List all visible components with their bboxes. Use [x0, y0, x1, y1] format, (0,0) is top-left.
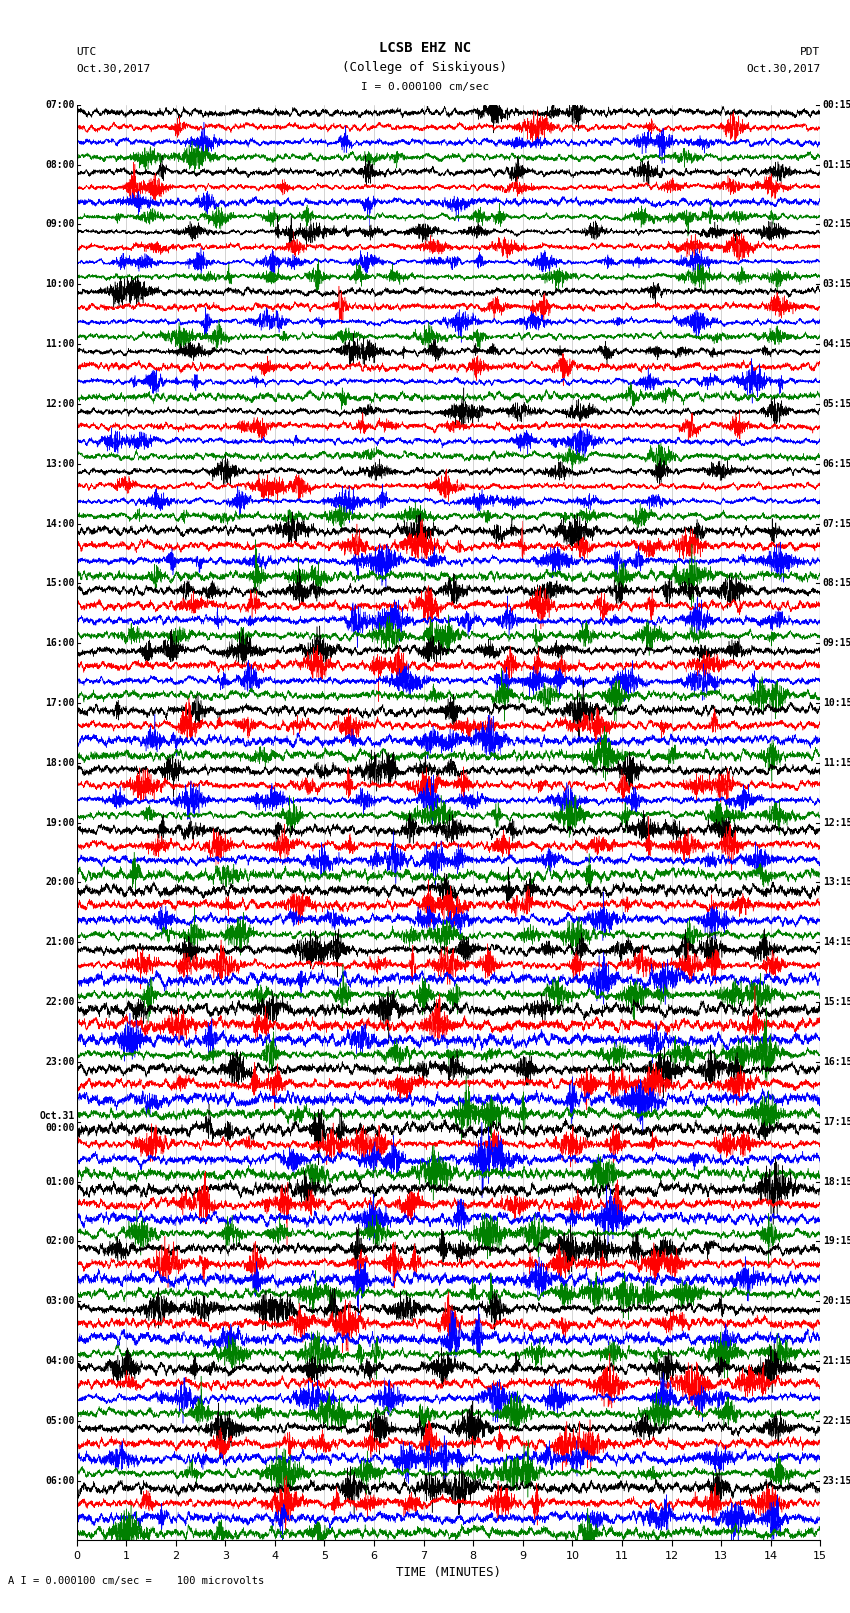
Text: 11:15: 11:15: [823, 758, 850, 768]
Text: 13:00: 13:00: [45, 458, 75, 469]
Text: 23:15: 23:15: [823, 1476, 850, 1486]
Text: 02:00: 02:00: [45, 1236, 75, 1247]
Text: 23:00: 23:00: [45, 1057, 75, 1066]
Text: 05:15: 05:15: [823, 398, 850, 410]
Text: 03:00: 03:00: [45, 1297, 75, 1307]
Text: 04:00: 04:00: [45, 1357, 75, 1366]
Text: 16:15: 16:15: [823, 1057, 850, 1066]
Text: Oct.30,2017: Oct.30,2017: [746, 65, 820, 74]
Text: LCSB EHZ NC: LCSB EHZ NC: [379, 42, 471, 55]
Text: 06:00: 06:00: [45, 1476, 75, 1486]
Text: 19:00: 19:00: [45, 818, 75, 827]
Text: 17:15: 17:15: [823, 1116, 850, 1127]
Text: 08:15: 08:15: [823, 579, 850, 589]
Text: 15:15: 15:15: [823, 997, 850, 1007]
X-axis label: TIME (MINUTES): TIME (MINUTES): [396, 1566, 501, 1579]
Text: 20:15: 20:15: [823, 1297, 850, 1307]
Text: 08:00: 08:00: [45, 160, 75, 169]
Text: A I = 0.000100 cm/sec =    100 microvolts: A I = 0.000100 cm/sec = 100 microvolts: [8, 1576, 264, 1586]
Text: 18:00: 18:00: [45, 758, 75, 768]
Text: 15:00: 15:00: [45, 579, 75, 589]
Text: 22:00: 22:00: [45, 997, 75, 1007]
Text: 02:15: 02:15: [823, 219, 850, 229]
Text: 12:00: 12:00: [45, 398, 75, 410]
Text: 13:15: 13:15: [823, 877, 850, 887]
Text: PDT: PDT: [800, 47, 820, 56]
Text: 22:15: 22:15: [823, 1416, 850, 1426]
Text: 17:00: 17:00: [45, 698, 75, 708]
Text: 04:15: 04:15: [823, 339, 850, 348]
Text: Oct.30,2017: Oct.30,2017: [76, 65, 150, 74]
Text: UTC: UTC: [76, 47, 97, 56]
Text: 12:15: 12:15: [823, 818, 850, 827]
Text: 18:15: 18:15: [823, 1176, 850, 1187]
Text: 07:15: 07:15: [823, 518, 850, 529]
Text: 01:00: 01:00: [45, 1176, 75, 1187]
Text: (College of Siskiyous): (College of Siskiyous): [343, 61, 507, 74]
Text: 07:00: 07:00: [45, 100, 75, 110]
Text: 10:15: 10:15: [823, 698, 850, 708]
Text: 10:00: 10:00: [45, 279, 75, 289]
Text: 14:15: 14:15: [823, 937, 850, 947]
Text: 03:15: 03:15: [823, 279, 850, 289]
Text: I = 0.000100 cm/sec: I = 0.000100 cm/sec: [361, 82, 489, 92]
Text: 09:00: 09:00: [45, 219, 75, 229]
Text: 16:00: 16:00: [45, 639, 75, 648]
Text: 01:15: 01:15: [823, 160, 850, 169]
Text: 00:15: 00:15: [823, 100, 850, 110]
Text: 11:00: 11:00: [45, 339, 75, 348]
Text: 09:15: 09:15: [823, 639, 850, 648]
Text: 19:15: 19:15: [823, 1236, 850, 1247]
Text: 20:00: 20:00: [45, 877, 75, 887]
Text: 06:15: 06:15: [823, 458, 850, 469]
Text: Oct.31
00:00: Oct.31 00:00: [40, 1111, 75, 1132]
Text: 21:00: 21:00: [45, 937, 75, 947]
Text: 21:15: 21:15: [823, 1357, 850, 1366]
Text: 05:00: 05:00: [45, 1416, 75, 1426]
Text: 14:00: 14:00: [45, 518, 75, 529]
